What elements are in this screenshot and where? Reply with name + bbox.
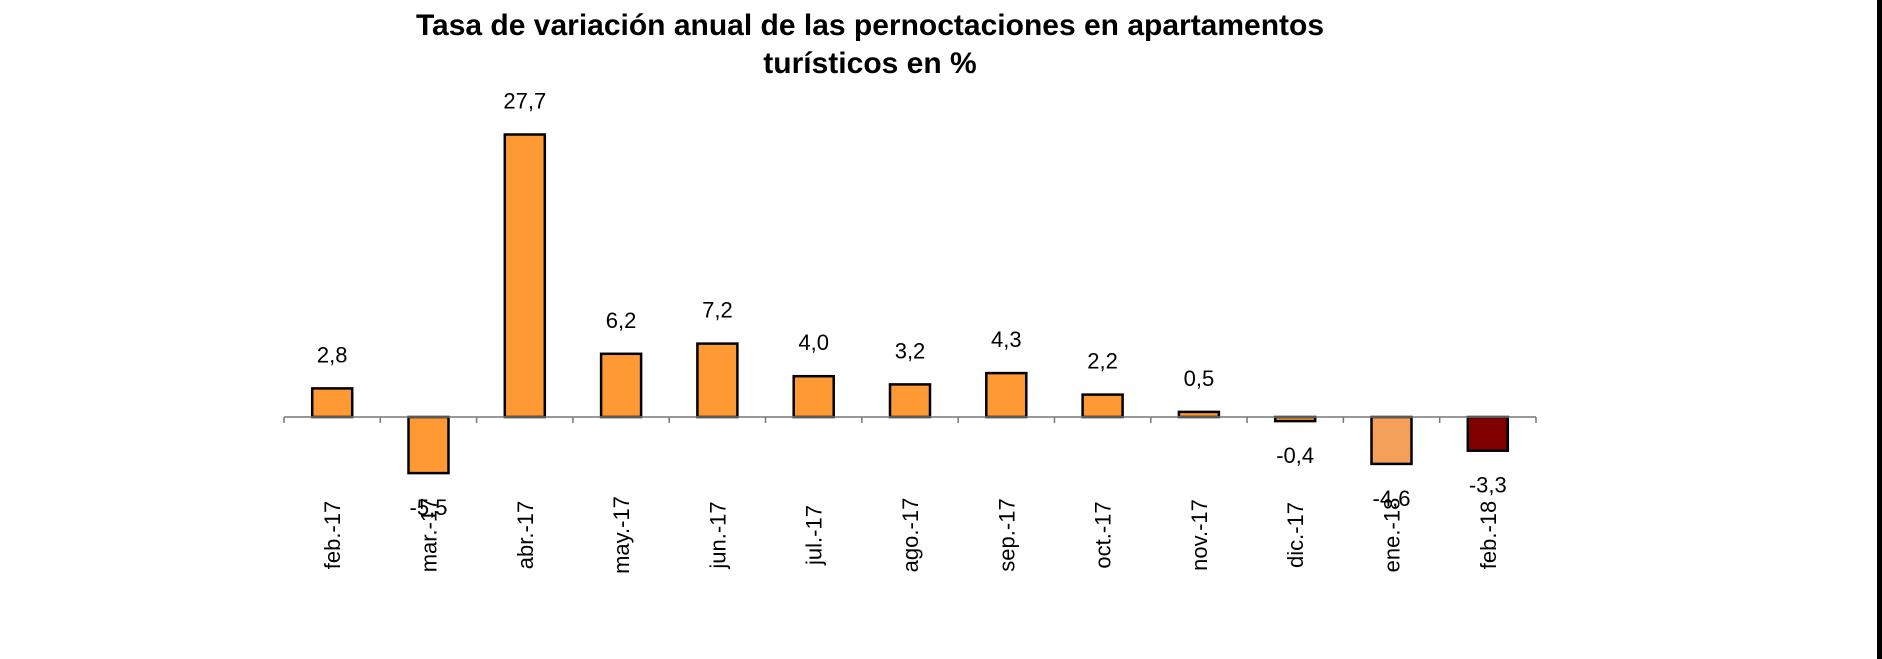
bar-ene.-18 (1370, 415, 1413, 466)
category-label-ago.-17: ago.-17 (898, 498, 923, 573)
chart-title-line-2: turísticos en % (763, 47, 977, 80)
category-label-nov.-17: nov.-17 (1187, 499, 1212, 571)
bar-abr.-17 (503, 133, 547, 419)
category-label-sep.-17: sep.-17 (994, 498, 1019, 571)
bar-mar.-17 (407, 415, 450, 475)
bar-nov.-17 (1177, 410, 1221, 419)
right-border (1877, 0, 1882, 659)
bar-feb.-17 (310, 387, 354, 419)
category-label-dic.-17: dic.-17 (1283, 502, 1308, 568)
value-label-feb.-18: -3,3 (1469, 473, 1507, 498)
bar-jun.-17 (696, 342, 739, 419)
bar-may.-17 (599, 352, 643, 419)
category-label-oct.-17: oct.-17 (1091, 501, 1116, 568)
category-label-mar.-17: mar.-17 (417, 498, 442, 573)
category-label-abr.-17: abr.-17 (513, 501, 538, 570)
category-label-feb.-18: feb.-18 (1476, 501, 1501, 570)
value-label-jun.-17: 7,2 (702, 298, 733, 323)
category-label-jul.-17: jul.-17 (802, 505, 827, 566)
value-label-ago.-17: 3,2 (895, 338, 926, 363)
category-label-may.-17: may.-17 (609, 496, 634, 574)
bar-feb.-18 (1466, 415, 1510, 452)
category-label-ene.-18: ene.-18 (1380, 498, 1405, 573)
value-label-nov.-17: 0,5 (1184, 366, 1215, 391)
bar-jul.-17 (792, 374, 835, 419)
value-label-mar.-17: -5,5 (410, 495, 448, 520)
category-label-jun.-17: jun.-17 (705, 501, 730, 569)
value-label-abr.-17: 27,7 (503, 89, 546, 114)
bar-oct.-17 (1081, 393, 1124, 419)
chart-title-line-1: Tasa de variación anual de las pernoctac… (415, 9, 1325, 42)
bar-ago.-17 (888, 383, 932, 419)
bar-sep.-17 (985, 371, 1028, 419)
category-label-feb.-17: feb.-17 (320, 501, 345, 570)
value-label-feb.-17: 2,8 (317, 342, 348, 367)
value-label-may.-17: 6,2 (606, 308, 637, 333)
value-label-sep.-17: 4,3 (991, 327, 1022, 352)
value-label-ene.-18: -4,6 (1373, 486, 1411, 511)
value-label-oct.-17: 2,2 (1087, 349, 1118, 374)
value-label-dic.-17: -0,4 (1276, 443, 1314, 468)
value-label-jul.-17: 4,0 (798, 330, 829, 355)
